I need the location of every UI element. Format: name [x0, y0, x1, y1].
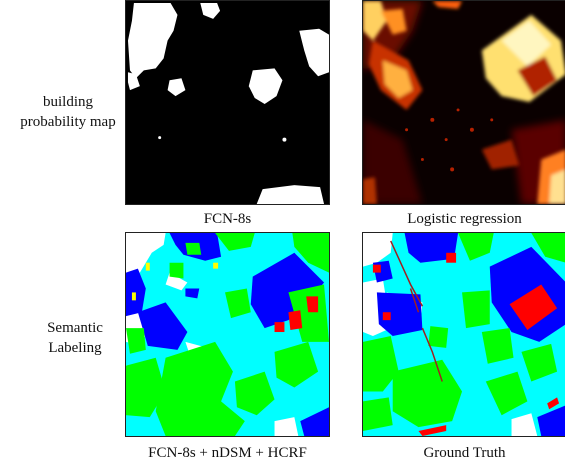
row-label-line-1: Semantic [35, 318, 115, 338]
caption-fcn-8s-ndsm-hcrf: FCN-8s + nDSM + HCRF [125, 444, 330, 462]
row-label-line-2: probability map [18, 112, 118, 132]
fcn-ndsm-hcrf-labeling-image [125, 232, 330, 437]
caption-logistic-regression: Logistic regression [362, 210, 565, 228]
caption-fcn-8s: FCN-8s [125, 210, 330, 228]
row-label-line-1: building [18, 92, 118, 112]
logistic-regression-probability-map-image [362, 0, 565, 205]
ground-truth-labeling-image [362, 232, 565, 437]
caption-ground-truth: Ground Truth [362, 444, 565, 462]
row-label-semantic-labeling: Semantic Labeling [35, 318, 115, 358]
row-label-building-probability-map: building probability map [18, 92, 118, 132]
row-label-line-2: Labeling [35, 338, 115, 358]
fcn-probability-map-image [125, 0, 330, 205]
